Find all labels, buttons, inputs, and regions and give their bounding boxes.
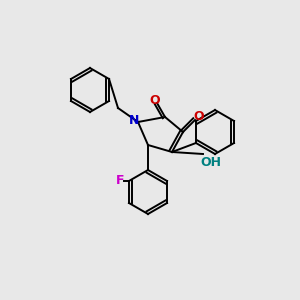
Text: O: O — [150, 94, 160, 106]
Text: O: O — [194, 110, 204, 122]
Text: F: F — [116, 175, 124, 188]
Text: N: N — [129, 113, 139, 127]
Text: OH: OH — [200, 155, 221, 169]
